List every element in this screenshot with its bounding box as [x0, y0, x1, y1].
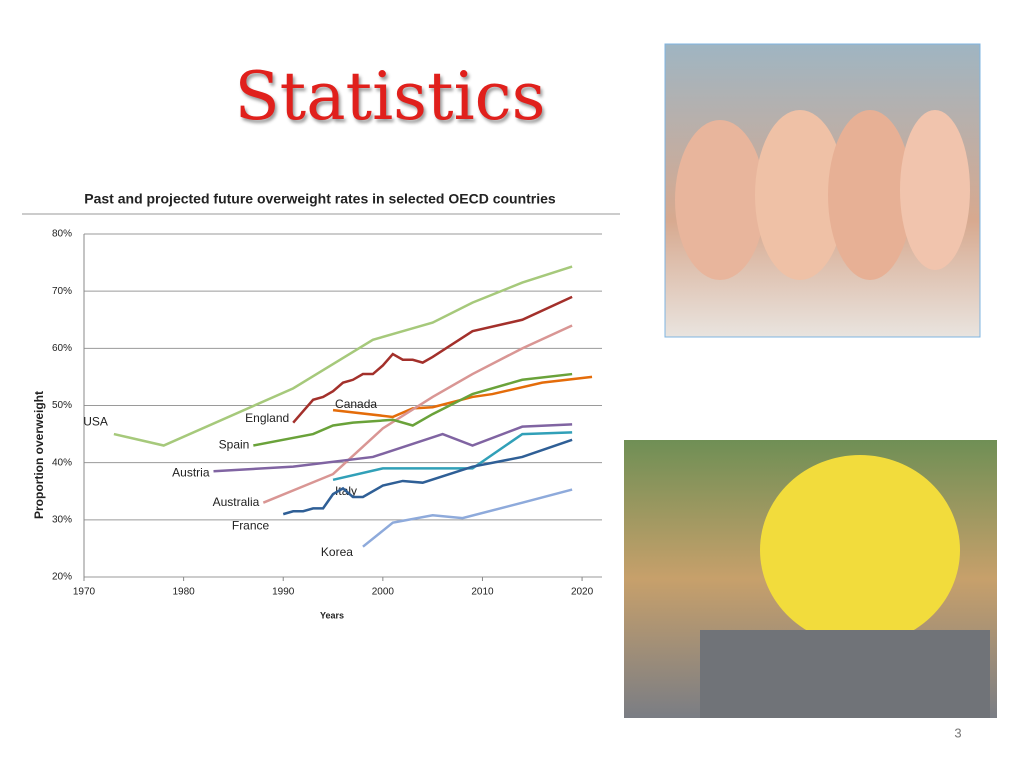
plot: 20% 30% 40% 50% 60% 70% 80% 1970 1980 1990 2000 201… — [52, 229, 602, 598]
x-tick-label: 1970 — [73, 587, 96, 598]
series-label: Australia — [213, 495, 260, 509]
series-line — [282, 438, 573, 516]
photo-shirt — [760, 455, 960, 645]
series-label: Spain — [219, 438, 250, 452]
series-label: France — [232, 518, 270, 532]
series-line — [113, 265, 573, 447]
series-line — [362, 488, 573, 548]
page-number: 3 — [954, 725, 961, 740]
photo-figure — [755, 110, 845, 280]
x-tick-label: 1990 — [272, 587, 295, 598]
x-axis-label: Years — [320, 610, 344, 620]
series-label: Canada — [335, 397, 377, 411]
y-axis-label: Proportion overweight — [32, 391, 46, 519]
series-label: USA — [83, 414, 108, 428]
series-line — [332, 431, 573, 482]
series-line — [332, 375, 593, 419]
series-line — [253, 372, 573, 447]
x-tick-label: 1980 — [172, 587, 195, 598]
photo-figure — [675, 120, 765, 280]
slide-title: Statistics — [234, 58, 545, 135]
x-tick-label: 2020 — [571, 587, 594, 598]
x-tick-label: 2000 — [372, 587, 395, 598]
y-tick-label: 20% — [52, 572, 72, 583]
series-line — [213, 423, 573, 473]
series-label: Austria — [172, 465, 210, 479]
x-tick-label: 2010 — [471, 587, 494, 598]
y-tick-label: 70% — [52, 286, 72, 297]
y-tick-label: 40% — [52, 457, 72, 468]
series-label: England — [245, 411, 289, 425]
y-tick-label: 50% — [52, 400, 72, 411]
y-tick-label: 60% — [52, 343, 72, 354]
series-line — [262, 324, 573, 504]
photo-figure — [900, 110, 970, 270]
series-line — [292, 295, 573, 424]
chart-title: Past and projected future overweight rat… — [84, 191, 556, 207]
y-tick-label: 80% — [52, 229, 72, 240]
photo-figure — [828, 110, 912, 280]
series-label: Korea — [321, 545, 353, 559]
photo-shorts — [700, 630, 990, 718]
y-tick-label: 30% — [52, 514, 72, 525]
